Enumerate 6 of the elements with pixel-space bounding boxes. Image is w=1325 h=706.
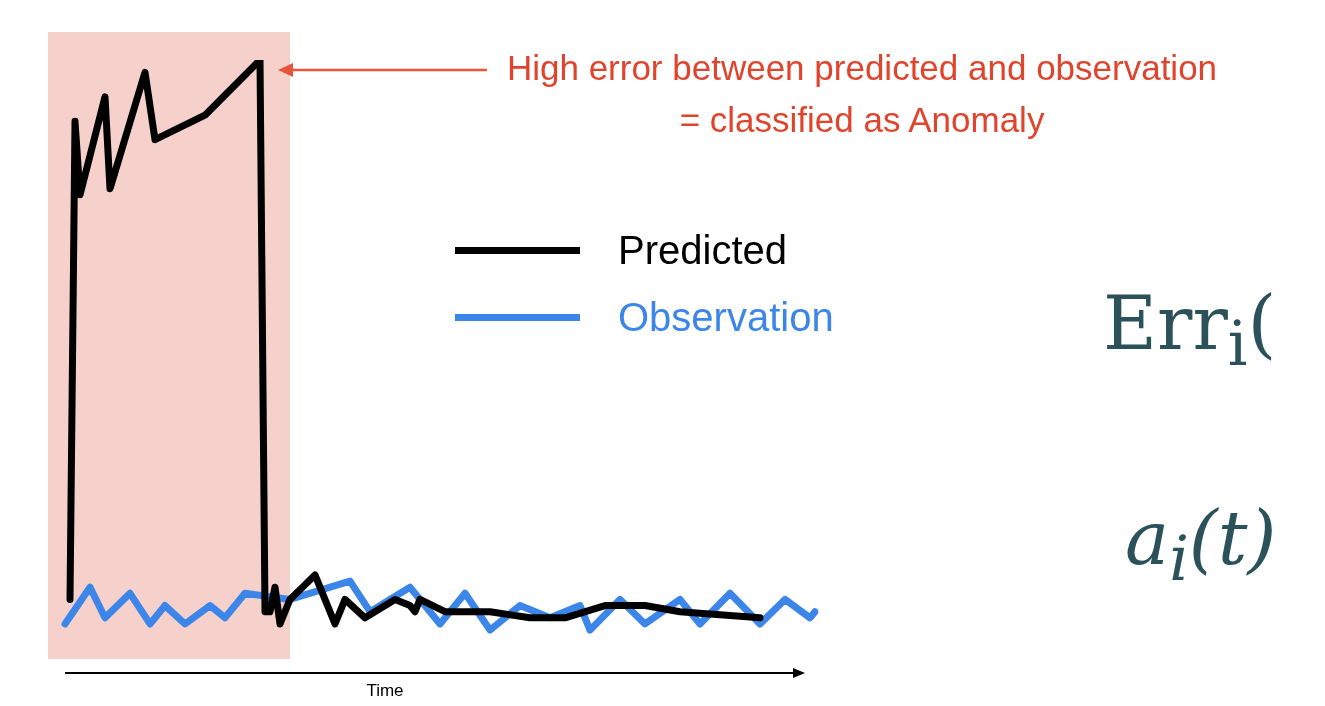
annotation: High error between predicted and observation = classified as Anomaly xyxy=(506,47,1218,139)
text: Err$_{i}$( xyxy=(1103,280,1277,380)
legend-label: Observation xyxy=(618,295,834,340)
legend-label: Predicted xyxy=(618,228,787,273)
text: a$_{i}$(t) xyxy=(1125,495,1277,595)
x-axis-title: Time xyxy=(366,681,404,701)
